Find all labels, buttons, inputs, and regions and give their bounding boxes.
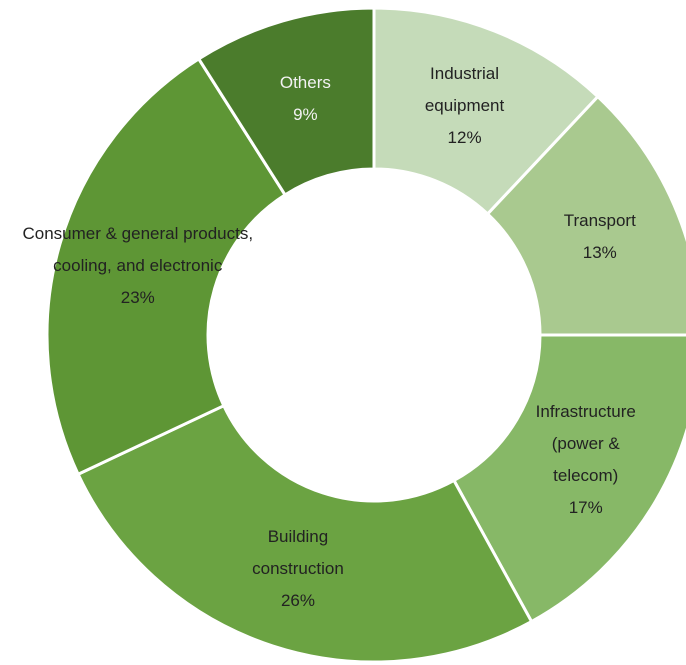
value-label: 17%	[568, 498, 603, 518]
value-label: 23%	[120, 288, 155, 308]
value-label: 26%	[280, 590, 315, 610]
category-label: Others	[279, 72, 331, 92]
category-label: Consumer & general products, cooling, an…	[22, 224, 254, 276]
value-label: 9%	[293, 104, 318, 124]
value-label: 13%	[582, 243, 617, 263]
slice-label: Infrastructure (power & telecom) 17%	[521, 396, 651, 524]
donut-slice	[45, 56, 288, 477]
slice-label: Building construction 26%	[228, 521, 368, 617]
value-label: 12%	[447, 128, 482, 148]
category-label: Building construction	[252, 526, 344, 578]
slice-label: Industrial equipment 12%	[405, 58, 525, 154]
category-label: Industrial equipment	[424, 64, 505, 116]
donut-slice	[372, 6, 600, 217]
category-label: Transport	[563, 211, 636, 231]
donut-slice	[485, 94, 686, 337]
slice-label: Others 9%	[255, 67, 355, 131]
slice-label: Transport 13%	[530, 205, 670, 269]
donut-slice	[76, 403, 534, 664]
slice-label: Consumer & general products, cooling, an…	[18, 218, 258, 314]
donut-slice	[196, 6, 376, 197]
category-label: Infrastructure (power & telecom)	[535, 402, 636, 486]
